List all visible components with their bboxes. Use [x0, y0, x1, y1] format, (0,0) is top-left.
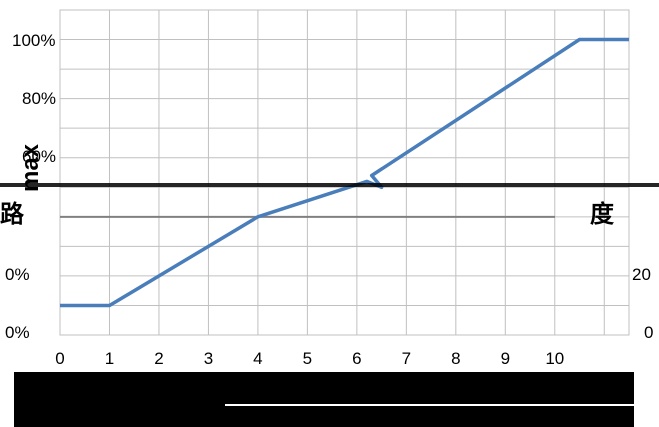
x-tick-label: 0: [55, 349, 64, 368]
bottom-band-rect: [14, 372, 634, 427]
series-line: [60, 37, 629, 308]
text-fragment: 路: [0, 200, 25, 228]
y-tick-label: 100%: [12, 31, 55, 50]
y-tick-label-partial: 0%: [5, 323, 30, 342]
y-tick-label: 80%: [22, 89, 56, 108]
y-tick-label: 60%: [22, 147, 56, 166]
x-tick-label: 1: [105, 349, 114, 368]
x-tick-label: 3: [204, 349, 213, 368]
x-tick-label: 9: [501, 349, 510, 368]
x-tick-label: 10: [545, 349, 564, 368]
right-tick-label-partial: 20: [632, 265, 651, 284]
text-fragment: 度: [590, 200, 615, 228]
x-tick-label: 6: [352, 349, 361, 368]
overlay-band-top: [0, 183, 659, 187]
x-tick-label: 5: [303, 349, 312, 368]
plot-area: [59, 9, 630, 336]
y-axis-ticks: 100% 80% 60% 0% 0%: [5, 31, 56, 342]
overlay-band: 路 度 20 0: [0, 183, 659, 342]
grid: [59, 10, 629, 336]
x-axis-ticks: 0 1 2 3 4 5 6 7 8 9 10: [55, 349, 564, 368]
y-tick-label-partial: 0%: [5, 265, 30, 284]
x-tick-label: 7: [402, 349, 411, 368]
x-tick-label: 2: [154, 349, 163, 368]
bottom-band: [14, 372, 635, 427]
plot-frame: [59, 9, 630, 336]
x-tick-label: 8: [451, 349, 460, 368]
series: [60, 37, 629, 308]
x-tick-label: 4: [253, 349, 262, 368]
right-tick-label-partial: 0: [644, 323, 653, 342]
